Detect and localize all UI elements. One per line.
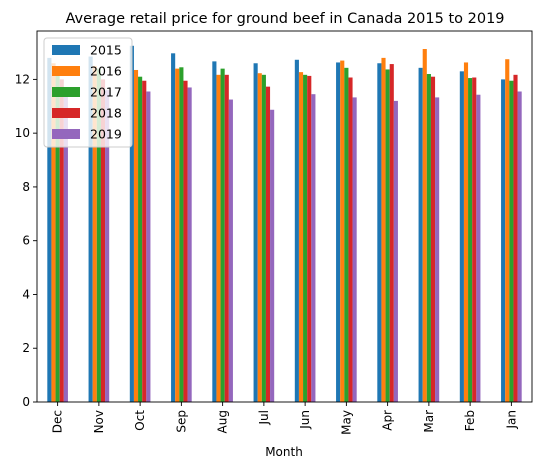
bar-2019-nov [105,90,110,402]
x-tick-label-mar: Mar [422,410,436,433]
bar-2015-may [336,62,341,402]
bar-2017-jul [261,74,266,402]
bar-2016-mar [422,49,427,402]
y-tick-label: 10 [15,126,30,140]
bar-2018-jun [307,75,312,403]
plot-frame [36,30,533,403]
legend-swatch-2016 [52,66,80,76]
x-tick-label-feb: Feb [463,410,477,431]
bar-2017-sep [179,67,184,402]
bar-2015-oct [129,45,134,402]
bar-2017-jan [509,80,514,403]
bar-2019-jul [270,109,275,403]
bar-2018-jul [265,86,271,403]
bar-2018-feb [472,77,477,402]
legend-label-2016: 2016 [90,64,122,79]
bar-2017-jun [303,74,308,402]
y-tick-label: 12 [15,72,30,86]
bar-2018-aug [224,74,229,402]
bar-2018-mar [430,76,436,402]
bar-2017-may [344,67,349,402]
bar-2019-feb [476,94,481,402]
bar-2017-mar [426,74,431,402]
y-tick-label: 2 [22,341,30,355]
bar-2019-may [352,97,357,403]
bar-2017-dec [55,67,60,402]
chart-title: Average retail price for ground beef in … [65,11,504,27]
bar-2017-aug [220,68,225,402]
legend-swatch-2019 [52,129,80,139]
bar-2018-nov [100,79,106,402]
bar-2017-feb [468,78,473,403]
x-tick-label-jan: Jan [504,410,518,430]
bar-2016-jun [298,72,304,402]
bar-2018-jan [513,74,518,402]
x-tick-label-jul: Jul [257,410,271,425]
bar-2017-apr [385,69,390,402]
y-tick-label: 0 [22,395,30,409]
bar-2018-dec [59,79,64,402]
bar-2019-jun [311,94,316,403]
x-tick-label-nov: Nov [92,410,106,433]
x-tick-label-jun: Jun [298,410,312,430]
bar-2016-nov [92,65,97,402]
bar-2016-jul [257,73,262,403]
bar-2015-aug [212,61,217,402]
y-tick-label: 8 [22,180,30,194]
legend-swatch-2017 [52,87,80,97]
bar-2019-mar [435,97,440,403]
legend-label-2019: 2019 [90,127,122,142]
y-tick-label: 6 [22,234,30,248]
bar-2017-nov [96,68,101,402]
bars-layer [47,45,522,403]
bar-2016-feb [463,62,469,402]
bar-2019-dec [63,90,68,402]
bar-2015-jul [253,63,258,402]
legend-swatch-2018 [52,108,80,118]
x-tick-label-oct: Oct [133,410,147,431]
x-tick-label-aug: Aug [216,410,230,433]
legend-swatch-2015 [52,45,80,55]
bar-2015-feb [459,71,464,402]
x-tick-label-sep: Sep [174,410,188,433]
y-tick-label: 4 [22,287,30,301]
x-axis-label: Month [265,445,303,459]
bar-2016-aug [216,74,221,402]
bar-2016-apr [381,57,386,402]
bar-2016-may [340,60,345,402]
bar-2016-sep [175,68,180,402]
x-tick-label-apr: Apr [381,410,395,431]
bar-2015-apr [377,63,382,402]
bar-2015-sep [171,53,176,403]
x-axis: Dec Nov Oct Sep Aug Jul Jun May Apr Mar Feb Jan [51,402,518,435]
bar-2018-sep [183,80,188,403]
x-tick-label-may: May [339,410,353,435]
bar-2015-jun [294,59,299,403]
bar-2018-oct [142,80,147,403]
bar-2019-oct [146,91,151,403]
bar-2016-oct [133,69,139,402]
bar-2016-dec [51,63,56,402]
x-tick-label-dec: Dec [51,410,65,433]
bar-2017-oct [138,76,143,402]
bar-2015-dec [47,57,52,402]
bar-2015-mar [418,67,423,402]
bar-2015-nov [88,56,93,402]
bar-2018-may [348,77,353,402]
legend-label-2015: 2015 [90,43,122,58]
y-axis: 0 2 4 6 8 10 12 [15,72,37,409]
bar-2016-jan [505,59,510,402]
bar-2019-aug [228,99,233,403]
legend: 2015 2016 2017 2018 2019 [43,37,133,148]
legend-label-2017: 2017 [90,85,122,100]
bar-2015-jan [501,79,506,402]
legend-label-2018: 2018 [90,106,122,121]
legend-box [43,37,133,148]
bar-2019-sep [187,87,192,403]
bar-2019-jan [517,91,522,403]
bar-2018-apr [389,64,394,402]
bar-2019-apr [393,100,398,403]
